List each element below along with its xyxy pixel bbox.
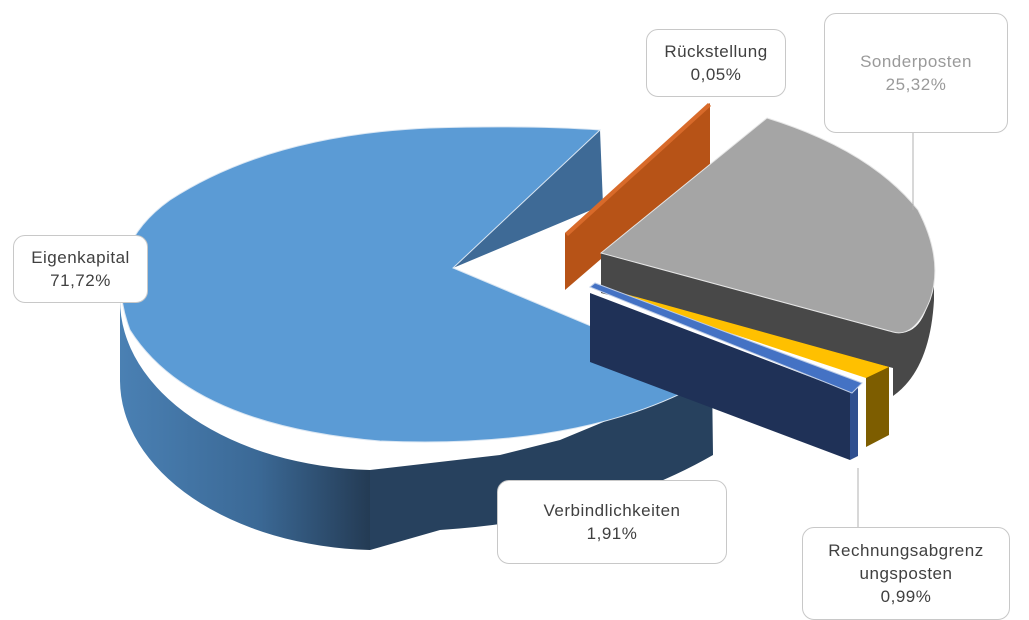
data-label-rueckstellung: Rückstellung 0,05% — [646, 29, 786, 97]
label-value-rechnungsabgrenzungsposten: 0,99% — [880, 587, 932, 606]
slice-top-verbindlichkeiten — [589, 282, 863, 394]
slice-side-eigenkapital-front — [370, 377, 713, 550]
slice-side-sonderposten — [601, 253, 934, 396]
label-name-eigenkapital: Eigenkapital — [31, 248, 130, 267]
slice-top-rueckstellung — [565, 103, 711, 236]
label-name-sonderposten: Sonderposten — [860, 52, 972, 71]
label-name-rueckstellung: Rückstellung — [664, 42, 768, 61]
pie-slice-verbindlichkeiten — [589, 282, 863, 460]
slice-side-verbindlichkeiten — [590, 293, 850, 460]
pie-slice-rechnungsabgrenzungsposten — [597, 286, 889, 447]
pie-slice-sonderposten — [599, 117, 936, 396]
slice-side-eigenkapital-inner — [453, 130, 603, 268]
label-value-verbindlichkeiten: 1,91% — [586, 524, 638, 543]
slice-side-eigenkapital — [119, 300, 370, 550]
data-label-eigenkapital: Eigenkapital 71,72% — [13, 235, 148, 303]
pie-chart — [119, 103, 936, 550]
data-label-verbindlichkeiten: Verbindlichkeiten 1,91% — [497, 480, 727, 564]
label-value-rueckstellung: 0,05% — [690, 65, 742, 84]
label-name-rechnungsabgrenzungsposten-line1: Rechnungsabgrenz — [828, 541, 984, 560]
slice-top-sonderposten — [599, 117, 936, 334]
label-value-eigenkapital: 71,72% — [50, 271, 111, 290]
slice-top-rechnungsabgrenzungsposten — [597, 286, 889, 378]
slice-side-verbindlichkeiten-edge — [850, 388, 858, 460]
label-value-sonderposten: 25,32% — [885, 75, 947, 94]
data-label-sonderposten: Sonderposten 25,32% — [824, 13, 1008, 133]
data-label-rechnungsabgrenzungsposten: Rechnungsabgrenz ungsposten 0,99% — [802, 527, 1010, 620]
pie-slice-rueckstellung — [565, 103, 711, 290]
pie-slice-eigenkapital — [119, 126, 714, 550]
label-name-rechnungsabgrenzungsposten-line2: ungsposten — [859, 564, 953, 583]
slice-side-rueckstellung — [565, 103, 710, 290]
label-name-verbindlichkeiten: Verbindlichkeiten — [543, 501, 681, 520]
